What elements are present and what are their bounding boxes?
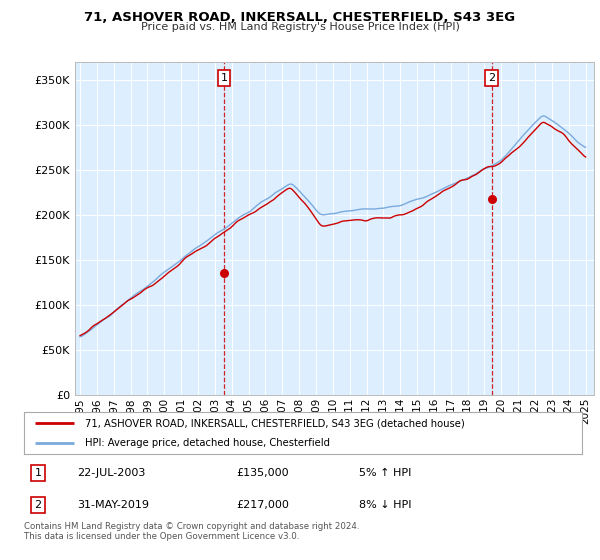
Text: 71, ASHOVER ROAD, INKERSALL, CHESTERFIELD, S43 3EG: 71, ASHOVER ROAD, INKERSALL, CHESTERFIEL… — [85, 11, 515, 24]
Text: 5% ↑ HPI: 5% ↑ HPI — [359, 468, 411, 478]
Text: 1: 1 — [221, 73, 227, 83]
Text: 1: 1 — [34, 468, 41, 478]
Text: 2: 2 — [488, 73, 495, 83]
Text: £217,000: £217,000 — [236, 500, 289, 510]
Text: Price paid vs. HM Land Registry's House Price Index (HPI): Price paid vs. HM Land Registry's House … — [140, 22, 460, 32]
Text: 2: 2 — [34, 500, 41, 510]
Text: 71, ASHOVER ROAD, INKERSALL, CHESTERFIELD, S43 3EG (detached house): 71, ASHOVER ROAD, INKERSALL, CHESTERFIEL… — [85, 418, 465, 428]
Text: HPI: Average price, detached house, Chesterfield: HPI: Average price, detached house, Ches… — [85, 438, 331, 448]
Text: 8% ↓ HPI: 8% ↓ HPI — [359, 500, 412, 510]
Text: 22-JUL-2003: 22-JUL-2003 — [77, 468, 145, 478]
Text: £135,000: £135,000 — [236, 468, 289, 478]
Text: Contains HM Land Registry data © Crown copyright and database right 2024.
This d: Contains HM Land Registry data © Crown c… — [24, 522, 359, 542]
Text: 31-MAY-2019: 31-MAY-2019 — [77, 500, 149, 510]
